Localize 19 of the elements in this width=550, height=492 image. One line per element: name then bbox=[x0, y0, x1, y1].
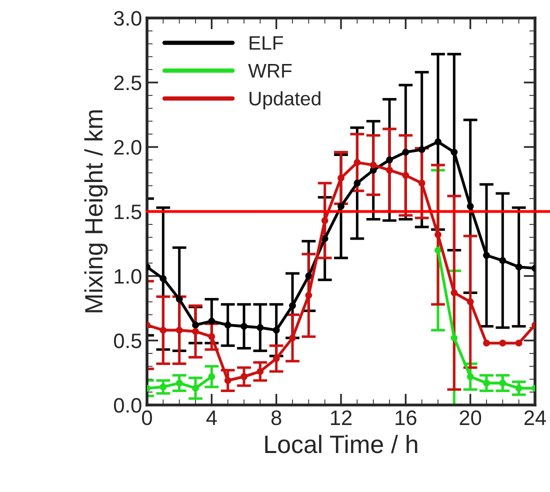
x-tick-label: 20 bbox=[460, 410, 482, 426]
y-tick-label: 3.0 bbox=[114, 11, 142, 26]
y-tick-label: 1.0 bbox=[114, 269, 142, 284]
x-tick-label: 24 bbox=[524, 410, 546, 425]
legend-label: WRF bbox=[248, 64, 292, 78]
y-tick-label: 0.0 bbox=[114, 398, 142, 413]
x-tick-label: 12 bbox=[331, 410, 352, 425]
legend-label: ELF bbox=[250, 36, 283, 50]
y-tick-label: 2.5 bbox=[114, 76, 142, 90]
y-tick-label: 2.0 bbox=[114, 140, 142, 155]
x-tick-label: 4 bbox=[206, 410, 217, 425]
x-axis-title: Local Time / h bbox=[265, 434, 418, 454]
y-tick-label: 0.5 bbox=[114, 334, 142, 348]
x-tick-label: 0 bbox=[142, 410, 152, 426]
y-tick-label: 1.5 bbox=[114, 204, 142, 220]
legend-label: Updated bbox=[250, 91, 320, 110]
y-axis-title: Mixing Height / km bbox=[84, 110, 108, 312]
x-tick-label: 16 bbox=[396, 410, 416, 426]
x-tick-label: 8 bbox=[271, 410, 282, 426]
